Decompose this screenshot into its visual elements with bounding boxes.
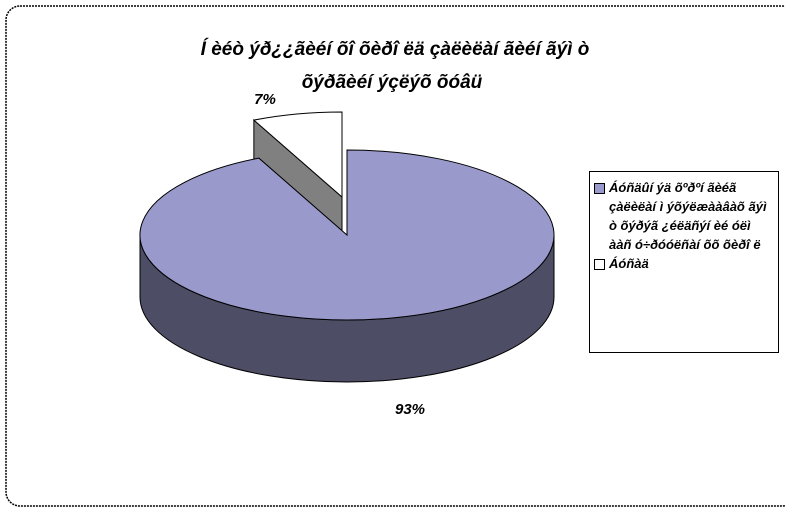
chart-title: õýðãèéí ýçëýõ õóâü bbox=[302, 72, 483, 93]
data-label: 7% bbox=[254, 91, 276, 108]
legend-label: Áóñäûí ýä õºðºí ãèéã çàëèëàí ì ýõýëæààâà… bbox=[609, 180, 767, 252]
legend-label: Áóñàä bbox=[609, 256, 649, 271]
pie-slice bbox=[252, 111, 343, 199]
legend-item: Áóñàä bbox=[594, 254, 774, 273]
legend-item: Áóñäûí ýä õºðºí ãèéã çàëèëàí ì ýõýëæààâà… bbox=[594, 178, 774, 254]
pie-slice bbox=[139, 149, 555, 321]
legend-swatch bbox=[594, 183, 605, 194]
legend-swatch bbox=[594, 259, 605, 270]
data-label: 93% bbox=[395, 401, 425, 418]
chart-title: Í èéò ýð¿¿ãèéí õî õèðî ëä çàëèëàí ãèéí ã… bbox=[201, 38, 590, 60]
legend: Áóñäûí ýä õºðºí ãèéã çàëèëàí ì ýõýëæààâà… bbox=[589, 171, 779, 353]
